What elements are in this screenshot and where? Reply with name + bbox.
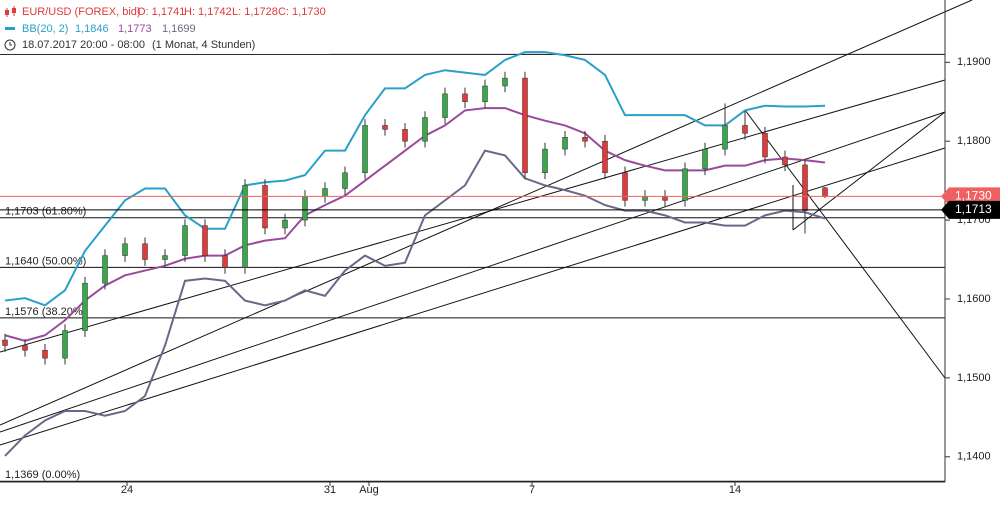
icon-clock [4,39,16,51]
ohlc-low: L: 1,1728 [232,6,278,18]
candle-body [402,129,408,142]
trend-line [0,147,946,446]
candle-body [642,196,648,201]
x-tick-label: 14 [729,484,741,496]
candle-body [822,187,828,197]
candle-body [722,125,728,150]
candle-body [242,185,248,268]
candle-body [742,125,748,134]
candle-body [142,243,148,260]
indicator: BB(20, 2) [22,23,68,35]
candle-body [222,255,228,268]
candle-body [762,133,768,158]
candle-body [102,255,108,284]
header-bg [0,0,330,54]
candle-body [782,156,788,166]
fib-label: 1,1703 (61.80%) [5,206,86,218]
interval: (1 Monat, 4 Stunden) [152,39,255,51]
bb-middle: 1,1773 [118,23,152,35]
candle-body [62,330,68,359]
candle-body [122,243,128,256]
candle-body [542,148,548,174]
candle-body [82,282,88,331]
icon-clock-hands [9,42,12,46]
candle-body [22,345,28,351]
candle-body [182,225,188,256]
candle-body [502,77,508,87]
candle-body [662,196,668,201]
bb-lower: 1,1699 [162,23,196,35]
candle-body [602,140,608,174]
x-tick-label: Aug [359,484,379,496]
candle-body [582,137,588,142]
plot: 1,1703 (61.80%) 1,1640 (50.00%) 1,1576 (38… [0,51,945,482]
icon-candles [5,6,16,17]
candle-body [162,255,168,260]
candle-body [202,225,208,256]
candle-body [622,172,628,201]
candle-body [522,77,528,174]
bollinger-line [4,51,826,307]
fib-label: 1,1640 (50.00%) [5,255,86,267]
y-tick-label: 1,1400 [957,451,991,463]
x-tick-label: 31 [324,484,336,496]
trend-line [0,79,946,353]
bollinger-line [4,149,826,457]
bb-upper: 1,1846 [75,23,109,35]
fib-label: 1,1576 (38.20%) [5,306,86,318]
candle-body [442,93,448,118]
y-tick-label: 1,1500 [957,372,991,384]
trend-line [744,109,946,379]
trend-line [792,111,946,231]
bollinger-line [4,107,826,342]
ohlc-open: O: 1,1741 [137,6,185,18]
icon-bb [5,27,15,30]
period: 18.07.2017 20:00 - 08:00 [22,39,145,51]
candle-body [2,339,8,346]
candle-body [342,172,348,189]
x-tick-label: 24 [121,484,133,496]
x-tick-label: 7 [529,484,535,496]
y-tick-label: 1,1800 [957,135,991,147]
ohlc-close: C: 1,1730 [278,6,326,18]
candle-body [422,117,428,142]
candle-body [362,125,368,174]
price-tag [941,200,1000,219]
trend-lines [0,0,973,446]
ohlc-high: H: 1,1742 [184,6,232,18]
y-tick-label: 1,1900 [957,56,991,68]
candle-body [302,196,308,221]
candle-body [262,185,268,229]
candle-body [702,148,708,170]
candle-body [482,85,488,103]
candle-body [382,125,388,130]
price-tag-label: 1,1713 [955,202,992,216]
candle-body [282,219,288,229]
candle-body [682,168,688,201]
trend-line [0,111,946,433]
fib-label: 1,1369 (0.00%) [5,469,80,481]
price-tag-label: 1,1730 [955,189,992,203]
candle-body [462,93,468,103]
y-tick-label: 1,1600 [957,293,991,305]
candle-body [322,188,328,197]
symbol: EUR/USD (FOREX, bid) [22,6,141,18]
candle-body [802,164,808,211]
candle-body [42,350,48,359]
candle-body [562,137,568,150]
